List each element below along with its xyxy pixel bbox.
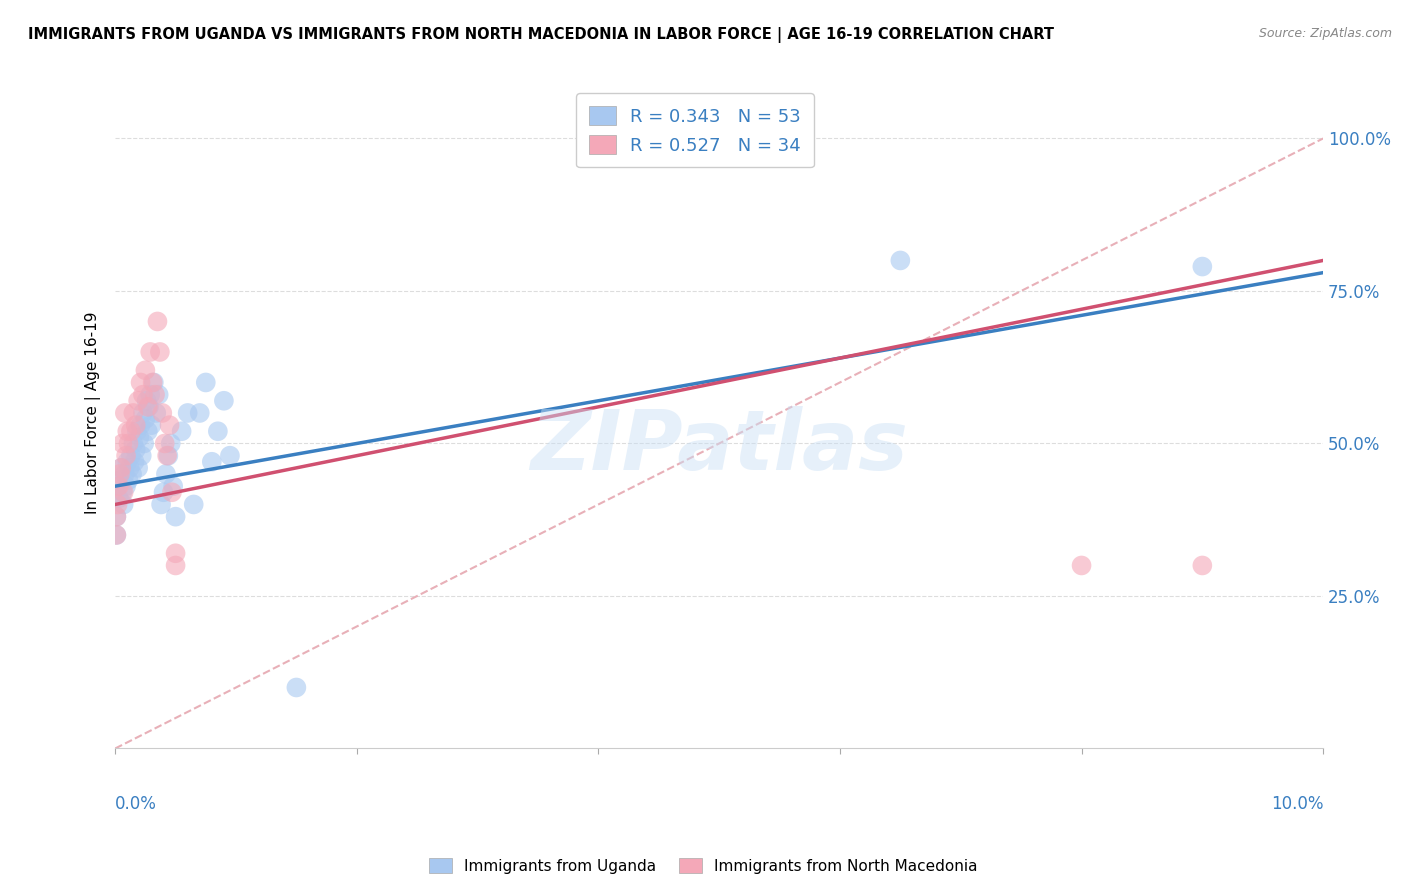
Point [122, 406, 145, 420]
Legend: R = 0.343   N = 53, R = 0.527   N = 34: R = 0.343 N = 53, R = 0.527 N = 34 [576, 93, 814, 168]
Point [114, 467, 136, 481]
Point [285, 681, 308, 695]
Point [1191, 558, 1213, 573]
Point [889, 253, 911, 268]
Point [142, 376, 165, 390]
Point [114, 406, 136, 420]
Point [107, 498, 129, 512]
Point [125, 442, 148, 457]
Point [194, 376, 217, 390]
Point [1191, 260, 1213, 274]
Point [165, 546, 187, 560]
Point [142, 376, 165, 390]
Point [129, 418, 152, 433]
Point [105, 509, 128, 524]
Point [131, 449, 153, 463]
Point [149, 345, 172, 359]
Point [165, 558, 187, 573]
Point [120, 424, 142, 438]
Point [159, 436, 181, 450]
Point [139, 345, 162, 359]
Point [201, 455, 224, 469]
Point [188, 406, 211, 420]
Point [157, 449, 180, 463]
Point [139, 387, 162, 401]
Point [110, 461, 132, 475]
Point [1070, 558, 1092, 573]
Text: IMMIGRANTS FROM UGANDA VS IMMIGRANTS FROM NORTH MACEDONIA IN LABOR FORCE | AGE 1: IMMIGRANTS FROM UGANDA VS IMMIGRANTS FRO… [28, 27, 1054, 43]
Legend: Immigrants from Uganda, Immigrants from North Macedonia: Immigrants from Uganda, Immigrants from … [422, 852, 984, 880]
Point [162, 479, 184, 493]
Point [132, 406, 155, 420]
Point [125, 418, 148, 433]
Point [159, 418, 181, 433]
Point [165, 509, 187, 524]
Y-axis label: In Labor Force | Age 16-19: In Labor Force | Age 16-19 [86, 311, 101, 514]
Point [146, 314, 169, 328]
Text: 0.0%: 0.0% [115, 796, 157, 814]
Point [170, 424, 193, 438]
Point [127, 393, 149, 408]
Point [156, 449, 179, 463]
Point [134, 436, 156, 450]
Point [111, 485, 134, 500]
Point [124, 455, 146, 469]
Point [108, 473, 131, 487]
Point [176, 406, 198, 420]
Point [141, 418, 163, 433]
Point [108, 479, 131, 493]
Point [117, 424, 139, 438]
Point [105, 509, 128, 524]
Point [127, 461, 149, 475]
Point [108, 491, 131, 506]
Point [117, 455, 139, 469]
Point [115, 449, 138, 463]
Point [132, 387, 155, 401]
Point [129, 376, 152, 390]
Point [111, 436, 134, 450]
Point [120, 449, 142, 463]
Point [112, 498, 135, 512]
Point [112, 485, 135, 500]
Point [117, 473, 139, 487]
Point [117, 436, 139, 450]
Point [145, 406, 167, 420]
Point [110, 461, 132, 475]
Point [105, 528, 128, 542]
Point [136, 424, 159, 438]
Text: ZIPatlas: ZIPatlas [530, 406, 908, 487]
Point [118, 461, 141, 475]
Point [108, 467, 131, 481]
Point [107, 479, 129, 493]
Point [128, 430, 150, 444]
Point [115, 479, 138, 493]
Point [125, 424, 148, 438]
Point [148, 387, 170, 401]
Point [150, 406, 173, 420]
Text: 10.0%: 10.0% [1271, 796, 1323, 814]
Point [138, 400, 160, 414]
Point [153, 436, 176, 450]
Point [152, 485, 174, 500]
Point [212, 393, 235, 408]
Point [135, 393, 157, 408]
Text: Source: ZipAtlas.com: Source: ZipAtlas.com [1258, 27, 1392, 40]
Point [121, 467, 143, 481]
Point [150, 498, 173, 512]
Point [143, 387, 166, 401]
Point [160, 485, 183, 500]
Point [183, 498, 205, 512]
Point [136, 400, 159, 414]
Point [122, 436, 145, 450]
Point [105, 528, 128, 542]
Point [219, 449, 242, 463]
Point [134, 412, 156, 426]
Point [207, 424, 229, 438]
Point [155, 467, 177, 481]
Point [134, 363, 156, 377]
